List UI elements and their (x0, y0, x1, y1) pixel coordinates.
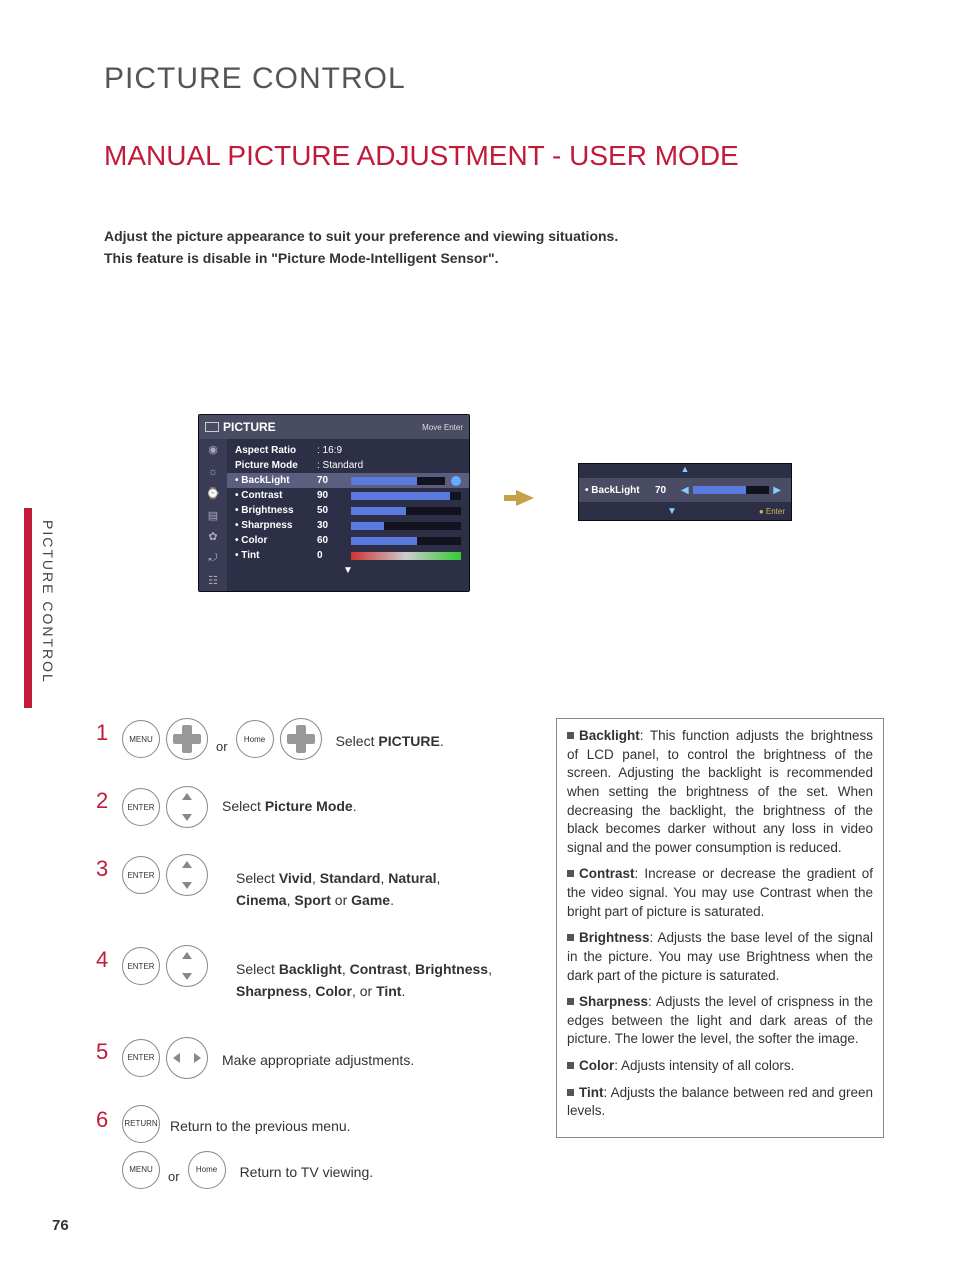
def-contrast: Contrast: Increase or decrease the gradi… (567, 865, 873, 921)
osd-tv-icon (205, 422, 219, 432)
osd-cursor-icon (451, 476, 461, 486)
osd-setting-row: • Sharpness30 (235, 518, 461, 533)
step-1: 1 MENU or Home Select PICTURE. (96, 718, 524, 760)
osd-footer-arrow: ▼ (235, 563, 461, 576)
dpad-button[interactable] (280, 718, 322, 760)
step-text: Return to TV viewing. (240, 1162, 374, 1184)
osd-setting-row: • Color60 (235, 533, 461, 548)
osd-bar (351, 492, 461, 500)
step-number: 3 (96, 856, 108, 882)
def-tint: Tint: Adjusts the balance between red an… (567, 1084, 873, 1121)
osd-setting-row: • Contrast90 (235, 488, 461, 503)
updown-button[interactable] (166, 854, 208, 896)
step-number: 6 (96, 1107, 108, 1133)
leftright-button[interactable] (166, 1037, 208, 1079)
step-4: 4 ENTER Select Backlight, Contrast, Brig… (96, 945, 524, 1002)
osd-content: Aspect Ratio: 16:9 Picture Mode: Standar… (227, 439, 469, 591)
osd2-enter-hint: ● Enter (759, 507, 785, 516)
step-text: Select Vivid, Standard, Natural,Cinema, … (236, 868, 524, 911)
osd-aspect-row: Aspect Ratio: 16:9 (235, 443, 461, 458)
dpad-button[interactable] (166, 718, 208, 760)
osd-cat-icon: ▤ (199, 504, 227, 526)
osd-category-icons: ◉ ☼ ⌚ ▤ ✿ ⤾ ☷ (199, 439, 227, 591)
step-text: Make appropriate adjustments. (222, 1050, 414, 1072)
step-number: 4 (96, 947, 108, 973)
page-number: 76 (52, 1217, 69, 1234)
step-text: Select Backlight, Contrast, Brightness,S… (236, 959, 524, 1002)
osd-cat-icon: ⌚ (199, 482, 227, 504)
menu-button[interactable]: MENU (122, 720, 160, 758)
return-button[interactable]: RETURN (122, 1105, 160, 1143)
osd-bar (351, 537, 461, 545)
intro-line-2: This feature is disable in "Picture Mode… (104, 250, 498, 266)
intro-line-1: Adjust the picture appearance to suit yo… (104, 228, 618, 244)
definitions-box: Backlight: This function adjusts the bri… (556, 718, 884, 1138)
def-color: Color: Adjusts intensity of all colors. (567, 1057, 873, 1076)
osd-bar (351, 477, 445, 485)
def-backlight: Backlight: This function adjusts the bri… (567, 727, 873, 857)
osd-cat-icon: ✿ (199, 526, 227, 548)
osd2-down-arrow: ▼ (585, 506, 759, 517)
page-title: PICTURE CONTROL (104, 62, 406, 96)
osd2-right-arrow: ▶ (769, 485, 785, 496)
updown-button[interactable] (166, 786, 208, 828)
osd-backlight-adjust: ▲ • BackLight 70 ◀ ▶ ▼ ● Enter (578, 463, 792, 521)
home-button[interactable]: Home (236, 720, 274, 758)
or-label: or (216, 739, 228, 754)
step-3: 3 ENTER Select Vivid, Standard, Natural,… (96, 854, 524, 911)
updown-button[interactable] (166, 945, 208, 987)
step-6: 6 RETURN Return to the previous menu. ME… (96, 1105, 524, 1189)
osd-cat-icon: ⤾ (199, 548, 227, 570)
osd2-left-arrow: ◀ (677, 485, 693, 496)
osd-bar (351, 522, 461, 530)
osd-tint-bar (351, 552, 461, 560)
step-number: 2 (96, 788, 108, 814)
osd-bar (351, 507, 461, 515)
enter-button[interactable]: ENTER (122, 788, 160, 826)
step-text: Return to the previous menu. (170, 1116, 351, 1138)
osd-title: PICTURE (223, 420, 276, 434)
transition-arrow-icon (516, 490, 534, 506)
or-label: or (168, 1169, 180, 1184)
enter-button[interactable]: ENTER (122, 1039, 160, 1077)
instruction-steps: 1 MENU or Home Select PICTURE. 2 ENTER S… (96, 718, 524, 1215)
step-number: 1 (96, 720, 108, 746)
osd-cat-icon: ☼ (199, 461, 227, 483)
section-title: MANUAL PICTURE ADJUSTMENT - USER MODE (104, 140, 739, 172)
osd-mode-row: Picture Mode: Standard (235, 458, 461, 473)
enter-button[interactable]: ENTER (122, 947, 160, 985)
osd2-bar (693, 486, 770, 494)
osd-header: PICTURE Move Enter (199, 415, 469, 439)
def-brightness: Brightness: Adjusts the base level of th… (567, 929, 873, 985)
home-button[interactable]: Home (188, 1151, 226, 1189)
def-sharpness: Sharpness: Adjusts the level of crispnes… (567, 993, 873, 1049)
step-number: 5 (96, 1039, 108, 1065)
osd-hint: Move Enter (422, 423, 463, 432)
side-label: PICTURE CONTROL (40, 520, 56, 684)
step-5: 5 ENTER Make appropriate adjustments. (96, 1037, 524, 1079)
osd-setting-row: • Brightness50 (235, 503, 461, 518)
osd-picture-menu: PICTURE Move Enter ◉ ☼ ⌚ ▤ ✿ ⤾ ☷ Aspect … (198, 414, 470, 592)
osd2-up-arrow: ▲ (579, 464, 791, 478)
step-text: Select Picture Mode. (222, 796, 357, 818)
enter-button[interactable]: ENTER (122, 856, 160, 894)
osd-setting-row: • BackLight70 (227, 473, 469, 488)
menu-button[interactable]: MENU (122, 1151, 160, 1189)
osd-cat-icon: ☷ (199, 569, 227, 591)
osd-setting-row: • Tint0 (235, 548, 461, 563)
osd2-mid-row: • BackLight 70 ◀ ▶ (579, 478, 791, 502)
osd-cat-icon: ◉ (199, 439, 227, 461)
step-2: 2 ENTER Select Picture Mode. (96, 786, 524, 828)
step-text: Select PICTURE. (336, 731, 444, 753)
